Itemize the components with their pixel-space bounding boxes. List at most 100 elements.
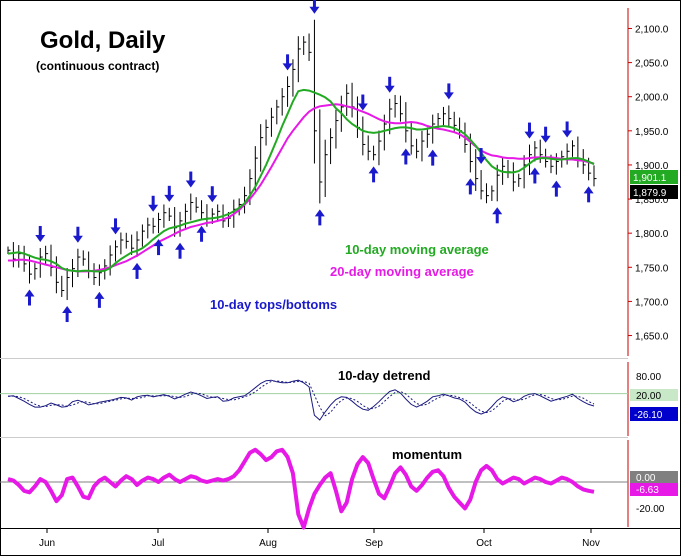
arrow-shaft [388, 76, 392, 88]
close-tag-bg [630, 185, 678, 199]
momentum-tag-bg [630, 483, 678, 496]
chart-title: Gold, Daily [40, 27, 166, 54]
momentum-tick-0: 0.00 [636, 473, 656, 484]
arrow-shaft [210, 186, 214, 198]
top-arrow [72, 226, 83, 243]
arrow-head [185, 180, 196, 188]
month-label: Jul [152, 538, 165, 549]
bottom-arrow [24, 289, 35, 306]
momentum-line [7, 447, 595, 530]
arrow-shaft [361, 94, 365, 106]
top-arrow [540, 126, 551, 143]
top-arrow [476, 148, 487, 165]
price-tick-label: 1,650.0 [635, 332, 669, 343]
bottom-arrow [62, 306, 73, 323]
arrow-head [110, 227, 121, 235]
top-arrow [185, 171, 196, 188]
arrow-shaft [65, 311, 69, 323]
ma10-label: 10-day moving average [345, 242, 489, 257]
arrow-head [24, 289, 35, 297]
arrow-head [72, 235, 83, 243]
top-arrow [148, 195, 159, 212]
bottom-arrow [132, 262, 143, 279]
detrend-tick-20-bg [630, 389, 678, 401]
arrow-head [94, 291, 105, 299]
top-arrow [562, 121, 573, 138]
arrow-shaft [468, 183, 472, 195]
detrend-tick-80: 80.00 [636, 372, 661, 383]
close-tag-text: 1,879.9 [633, 188, 667, 199]
arrow-shaft [495, 212, 499, 224]
month-label: Aug [259, 538, 277, 549]
arrow-shaft [189, 171, 193, 183]
price-tick-label: 2,100.0 [635, 24, 669, 35]
arrow-head [368, 166, 379, 174]
arrow-shaft [544, 126, 548, 138]
arrow-head [196, 225, 207, 233]
detrend-tag-bg [630, 407, 678, 421]
top-arrow [35, 225, 46, 242]
arrow-shaft [157, 244, 161, 256]
momentum-tag-text: -6.63 [636, 485, 659, 496]
month-label: Oct [476, 538, 492, 549]
month-axis: Jun Jul Aug Sep Oct Nov [39, 528, 600, 549]
momentum-tick-minus20: -20.00 [636, 504, 665, 515]
arrow-head [314, 209, 325, 217]
bottom-arrow [465, 178, 476, 195]
bottom-arrow [492, 207, 503, 224]
arrow-head [583, 186, 594, 194]
detrend-panel: 10-day detrend 80.00 20.00 -26.10 [0, 368, 678, 421]
arrow-shaft [178, 247, 182, 259]
momentum-title: momentum [392, 447, 462, 462]
price-tick-label: 1,900.0 [635, 161, 669, 172]
arrow-shaft [151, 195, 155, 207]
arrow-shaft [372, 171, 376, 183]
arrow-head [524, 131, 535, 139]
detrend-title: 10-day detrend [338, 368, 431, 383]
arrow-head [465, 178, 476, 186]
bottom-arrow [368, 166, 379, 183]
top-arrow [524, 122, 535, 139]
arrow-shaft [312, 0, 316, 9]
momentum-zero-tag-bg [630, 471, 678, 484]
arrow-head [384, 85, 395, 93]
arrow-shaft [479, 148, 483, 160]
arrow-shaft [554, 185, 558, 197]
top-arrow [282, 54, 293, 71]
bottom-arrow [400, 148, 411, 165]
arrow-head [153, 239, 164, 247]
arrow-shaft [286, 54, 290, 66]
bottom-arrow [196, 225, 207, 242]
ma10-line [7, 88, 595, 273]
arrow-head [164, 194, 175, 202]
arrow-head [443, 92, 454, 100]
bottom-arrow [583, 186, 594, 203]
momentum-zero-tag: 0.00 [630, 471, 678, 484]
arrow-shaft [565, 121, 569, 133]
month-label: Sep [365, 538, 383, 549]
top-arrow [207, 186, 218, 203]
month-label: Jun [39, 538, 55, 549]
price-tick-label: 1,750.0 [635, 263, 669, 274]
tops-bottoms-label: 10-day tops/bottoms [210, 297, 337, 312]
arrow-head [562, 130, 573, 138]
detrend-value-tag: -26.10 [630, 407, 678, 421]
arrow-head [529, 167, 540, 175]
ma20-line [8, 103, 595, 273]
month-label: Nov [582, 538, 600, 549]
ma20-label: 20-day moving average [330, 264, 474, 279]
arrow-head [400, 148, 411, 156]
arrow-head [540, 135, 551, 143]
arrow-head [175, 242, 186, 250]
detrend-line [7, 379, 595, 421]
ma10-tag-text: 1,901.1 [633, 173, 667, 184]
arrow-head [282, 63, 293, 71]
price-tick-label: 1,800.0 [635, 229, 669, 240]
momentum-value-tag: -6.63 [630, 483, 678, 496]
arrow-head [62, 306, 73, 314]
arrow-shaft [431, 154, 435, 166]
bottom-arrow [153, 239, 164, 256]
arrow-shaft [533, 172, 537, 184]
